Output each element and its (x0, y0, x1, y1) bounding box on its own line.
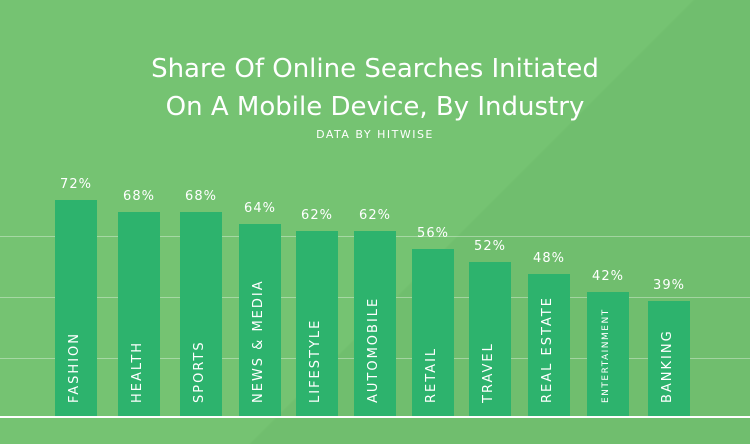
bar: NEWS & MEDIA (239, 224, 281, 417)
bar: RETAIL (412, 249, 454, 417)
bar-category-label: AUTOMOBILE (366, 296, 381, 403)
bar-value-label: 52% (474, 239, 506, 254)
bar-value-label: 56% (417, 226, 449, 241)
chart-subtitle: DATA BY HITWISE (316, 128, 434, 141)
bar: FASHION (55, 200, 97, 417)
bar: TRAVEL (469, 262, 511, 417)
bar-category-label: BANKING (660, 329, 675, 403)
bar: LIFESTYLE (296, 231, 338, 417)
bar: BANKING (648, 301, 690, 417)
bar-category-label: REAL ESTATE (540, 296, 555, 403)
bar-category-label: HEALTH (130, 340, 145, 403)
bar-category-label: RETAIL (424, 346, 439, 403)
bar-value-label: 48% (533, 251, 565, 266)
bar-value-label: 62% (301, 208, 333, 223)
chart-title-line1: Share Of Online Searches Initiated (151, 54, 599, 84)
bar-category-label: LIFESTYLE (308, 318, 323, 403)
bar-value-label: 64% (244, 201, 276, 216)
bar-category-label: ENTERTAINMENT (601, 308, 611, 403)
bar-category-label: FASHION (67, 332, 82, 403)
bar-value-label: 39% (653, 278, 685, 293)
bar-category-label: SPORTS (192, 340, 207, 403)
bar-category-label: TRAVEL (481, 342, 496, 403)
bar-value-label: 68% (123, 189, 155, 204)
bar: ENTERTAINMENT (587, 292, 629, 417)
bar: AUTOMOBILE (354, 231, 396, 417)
bar: SPORTS (180, 212, 222, 417)
bar: HEALTH (118, 212, 160, 417)
bar-value-label: 72% (60, 177, 92, 192)
chart-title-line2: On A Mobile Device, By Industry (165, 92, 585, 122)
bar-value-label: 68% (185, 189, 217, 204)
bar-value-label: 62% (359, 208, 391, 223)
bar: REAL ESTATE (528, 274, 570, 417)
bar-category-label: NEWS & MEDIA (251, 279, 266, 403)
bar-value-label: 42% (592, 269, 624, 284)
baseline (0, 416, 750, 418)
